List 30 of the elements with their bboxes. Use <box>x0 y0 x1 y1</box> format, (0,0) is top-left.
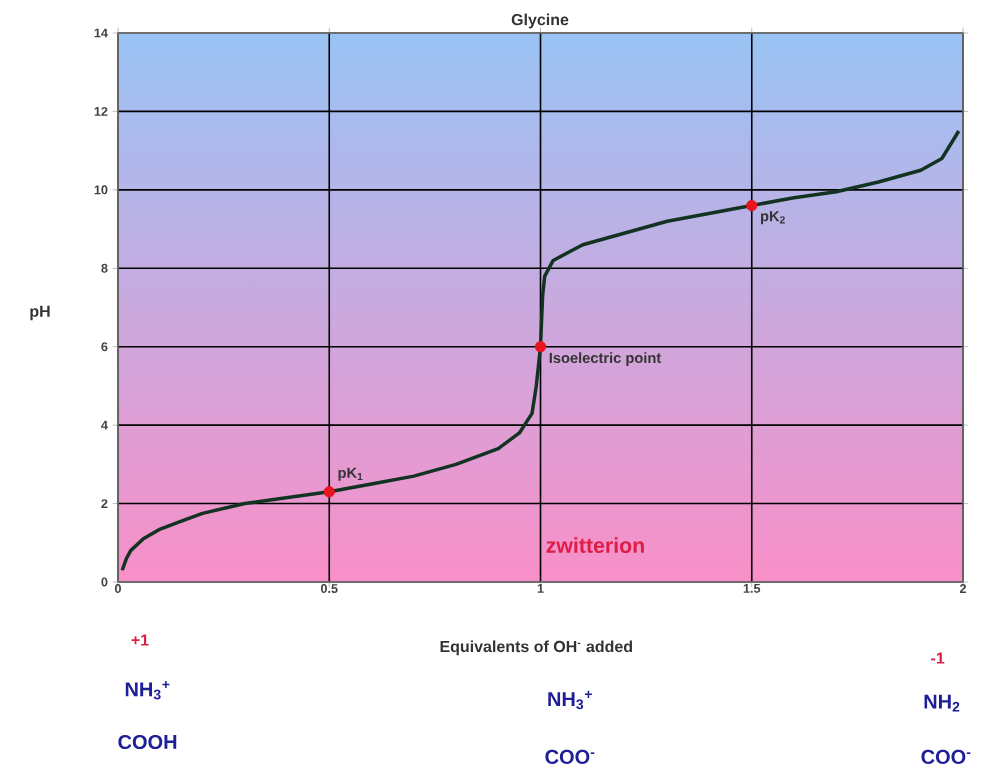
annotation: zwitterion <box>546 537 644 553</box>
text: COO$^{-}$ <box>545 749 595 764</box>
point <box>746 199 758 212</box>
chart-title: Glycine <box>511 13 569 29</box>
annotation: pK$_{2}$ <box>760 211 785 225</box>
x-tick-label: 0 <box>114 584 122 593</box>
text: COOH <box>118 734 177 750</box>
text: COO$^{-}$ <box>921 749 971 764</box>
annotation: Isoelectric point <box>549 352 662 366</box>
y-tick-label: 14 <box>94 28 108 38</box>
y-tick-label: 12 <box>94 106 108 116</box>
y-axis-title: pH <box>30 305 50 321</box>
point <box>323 486 335 498</box>
text: NH$_{2}$ <box>924 694 960 712</box>
x-axis-title: Equivalents of OH$^{-}$ added <box>440 640 633 656</box>
annotation: pK$_{1}$ <box>338 467 363 481</box>
x-tick-label: 2 <box>959 584 967 593</box>
text: +1 <box>131 634 149 646</box>
x-tick-label: 1.5 <box>743 584 761 593</box>
y-tick-label: 2 <box>101 499 108 508</box>
y-tick-label: 10 <box>94 185 108 195</box>
text: -1 <box>931 652 945 664</box>
y-tick-label: 8 <box>101 263 108 273</box>
y-tick-label: 6 <box>101 342 108 352</box>
point <box>534 341 547 353</box>
y-tick-label: 4 <box>101 420 108 430</box>
text: NH$_{3}$+ <box>548 690 592 710</box>
x-tick-label: 1 <box>537 584 544 593</box>
x-tick-label: 0.5 <box>320 584 338 593</box>
text: NH$_{3}$+ <box>125 680 170 700</box>
